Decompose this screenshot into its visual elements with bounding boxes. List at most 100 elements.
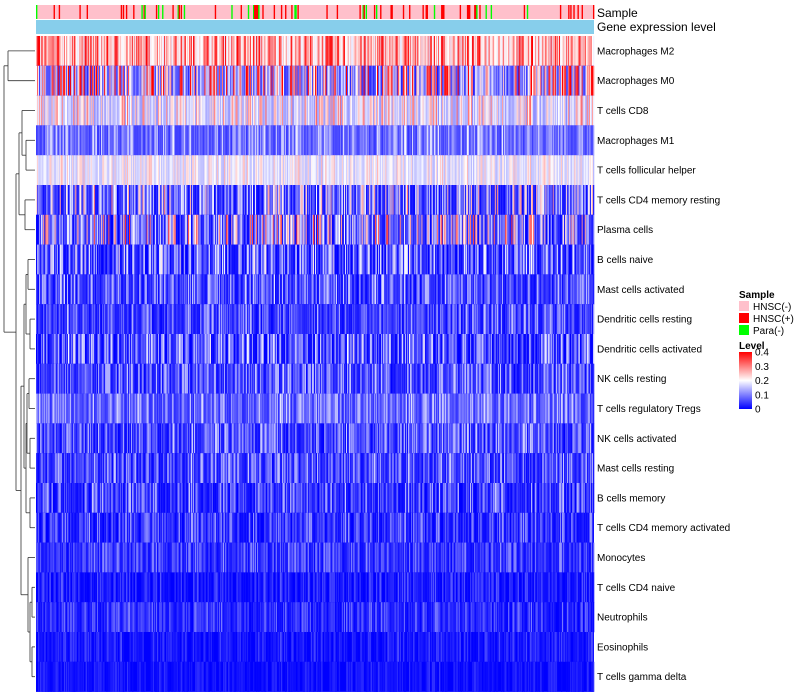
heatmap-cell xyxy=(317,36,319,67)
heatmap-cell xyxy=(591,36,594,67)
heatmap-cell xyxy=(214,65,217,96)
heatmap-cell xyxy=(227,274,229,305)
heatmap-cell xyxy=(516,214,518,245)
heatmap-cell xyxy=(347,244,349,275)
heatmap-cell xyxy=(293,95,295,126)
sample-annotation-cell xyxy=(433,5,436,19)
heatmap-cell xyxy=(578,125,580,156)
heatmap-cell xyxy=(558,185,561,216)
heatmap-cell xyxy=(121,185,124,216)
heatmap-cell xyxy=(96,125,99,156)
heatmap-cell xyxy=(560,125,563,156)
heatmap-cell xyxy=(132,95,134,126)
heatmap-cell xyxy=(369,36,372,67)
heatmap-cell xyxy=(430,36,433,67)
heatmap-cell xyxy=(487,65,489,96)
heatmap-cell xyxy=(213,65,216,96)
heatmap-cell xyxy=(136,36,138,67)
heatmap-cell xyxy=(208,36,210,67)
heatmap-cell xyxy=(403,185,406,216)
heatmap-cell xyxy=(418,65,420,96)
heatmap-cell xyxy=(123,214,126,245)
sample-annotation-cell xyxy=(262,5,264,19)
heatmap-cell xyxy=(234,65,236,96)
heatmap-cell xyxy=(41,95,43,126)
heatmap-cell xyxy=(543,65,545,96)
sample-annotation-cell xyxy=(581,5,583,19)
heatmap-cell xyxy=(92,65,95,96)
heatmap-cell xyxy=(434,214,437,245)
heatmap-cell xyxy=(403,214,406,245)
heatmap-cell xyxy=(263,244,265,275)
heatmap-cell xyxy=(303,274,305,305)
heatmap-cell xyxy=(287,244,289,275)
heatmap-cell xyxy=(77,244,79,275)
heatmap-cell xyxy=(575,125,577,156)
heatmap-cell xyxy=(296,65,298,96)
heatmap-cell xyxy=(408,65,410,96)
heatmap-cell xyxy=(468,155,471,186)
heatmap-cell xyxy=(137,125,139,156)
heatmap-cell xyxy=(581,244,583,275)
heatmap-cell xyxy=(211,155,213,186)
heatmap-cell xyxy=(528,244,531,275)
heatmap-cell xyxy=(116,155,118,186)
heatmap-cell xyxy=(361,36,363,67)
sample-annotation-cell xyxy=(391,5,393,19)
heatmap-cell xyxy=(202,185,204,216)
heatmap-cell xyxy=(52,214,54,245)
heatmap-cell xyxy=(256,274,258,305)
heatmap-cell xyxy=(533,214,535,245)
heatmap-cell xyxy=(104,185,106,216)
heatmap-cell xyxy=(216,125,219,156)
sample-annotation-cell xyxy=(180,5,183,19)
heatmap-cell xyxy=(323,274,325,305)
heatmap-cell xyxy=(173,125,175,156)
heatmap-cell xyxy=(350,214,352,245)
heatmap-cell xyxy=(354,214,356,245)
heatmap-cell xyxy=(489,244,491,275)
heatmap-cell xyxy=(329,155,331,186)
heatmap-cell xyxy=(578,214,580,245)
heatmap-cell xyxy=(273,214,275,245)
heatmap-cell xyxy=(42,185,44,216)
heatmap-cell xyxy=(61,36,64,67)
heatmap-cell xyxy=(310,65,313,96)
heatmap-cell xyxy=(316,125,318,156)
heatmap-cell xyxy=(323,185,325,216)
heatmap-cell xyxy=(167,185,169,216)
heatmap-cell xyxy=(205,125,207,156)
heatmap-cell xyxy=(196,185,198,216)
heatmap-cell xyxy=(295,95,297,126)
heatmap-cell xyxy=(460,125,463,156)
heatmap-cell xyxy=(268,155,270,186)
heatmap-cell xyxy=(477,185,479,216)
heatmap-cell xyxy=(298,155,300,186)
heatmap-cell xyxy=(229,95,231,126)
heatmap-cell xyxy=(513,155,515,186)
heatmap-cell xyxy=(371,95,374,126)
heatmap-cell xyxy=(504,125,506,156)
heatmap-cell xyxy=(163,36,165,67)
heatmap-cell xyxy=(519,155,521,186)
heatmap-cell xyxy=(229,125,231,156)
heatmap-cell xyxy=(427,65,429,96)
heatmap-cell xyxy=(416,65,418,96)
heatmap-cell xyxy=(494,214,497,245)
heatmap-cell xyxy=(258,125,260,156)
heatmap-cell xyxy=(333,36,335,67)
heatmap-cell xyxy=(87,155,89,186)
heatmap-cell xyxy=(477,36,479,67)
heatmap-cell xyxy=(237,214,239,245)
heatmap-cell xyxy=(566,36,568,67)
heatmap-cell xyxy=(273,274,275,305)
heatmap-cell xyxy=(172,155,174,186)
heatmap-cell xyxy=(312,36,315,67)
heatmap-cell xyxy=(150,274,153,305)
heatmap-cell xyxy=(370,65,373,96)
heatmap-cell xyxy=(347,155,349,186)
heatmap-cell xyxy=(343,36,346,67)
heatmap-cell xyxy=(204,214,206,245)
heatmap-cell xyxy=(306,65,309,96)
heatmap-cell xyxy=(233,65,235,96)
